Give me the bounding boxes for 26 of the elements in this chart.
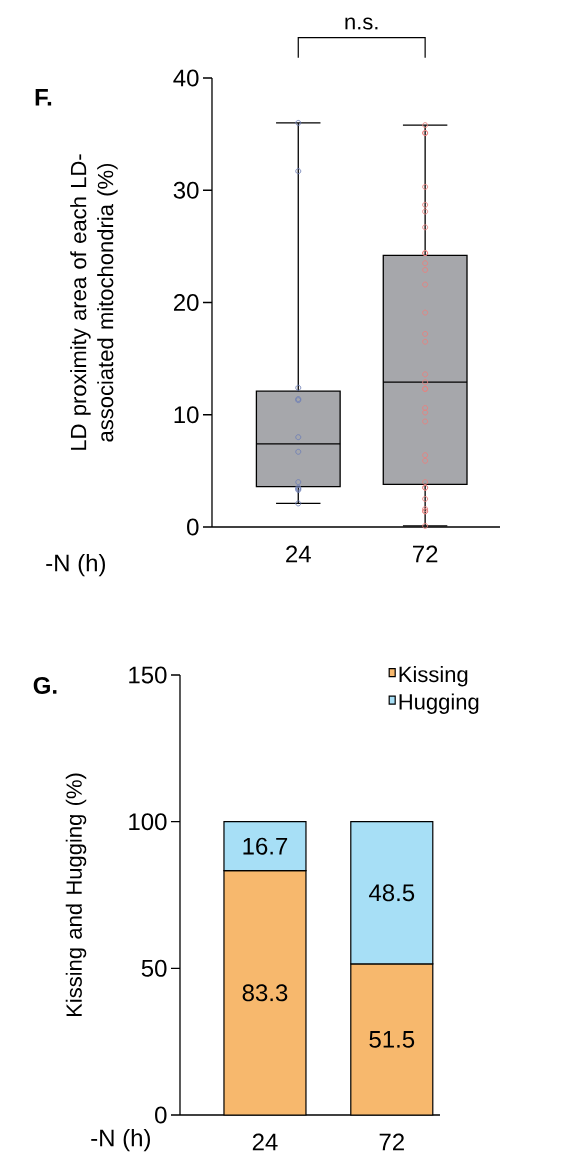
data-label: 83.3 <box>242 984 288 1002</box>
y-axis-title: Kissing and Hugging (%) <box>65 773 87 1017</box>
y-tick-label: 10 <box>174 406 199 424</box>
y-tick-label: 0 <box>155 1106 167 1124</box>
chart-title: F. <box>35 89 52 106</box>
legend-label: Hugging <box>399 693 479 714</box>
y-tick-label: 30 <box>173 181 199 199</box>
y-tick-label: 150 <box>129 666 167 684</box>
y-axis-title: LD proximity area of each LD-associated mitochondria (%) <box>70 154 118 450</box>
text: n.s. <box>345 17 378 30</box>
x-tick-label: 24 <box>252 1133 278 1151</box>
y-tick-label: 100 <box>129 813 167 831</box>
chart-title: G. <box>33 676 57 694</box>
y-tick-label: 50 <box>141 959 167 977</box>
data-label: 48.5 <box>368 884 415 902</box>
y-tick-label: 0 <box>187 518 199 536</box>
data-label: 51.5 <box>369 1031 415 1048</box>
x-tick-label: 24 <box>286 545 311 563</box>
x-tick-label: 72 <box>379 1133 404 1151</box>
y-tick-label: 20 <box>173 294 199 311</box>
data-label: 16.7 <box>243 837 288 855</box>
x-tick-label: 72 <box>413 545 438 563</box>
legend-label: Kissing <box>399 665 468 687</box>
x-axis-title: -N (h) <box>46 553 105 577</box>
y-tick-label: 40 <box>173 69 199 87</box>
x-axis-title: -N (h) <box>91 1128 150 1152</box>
